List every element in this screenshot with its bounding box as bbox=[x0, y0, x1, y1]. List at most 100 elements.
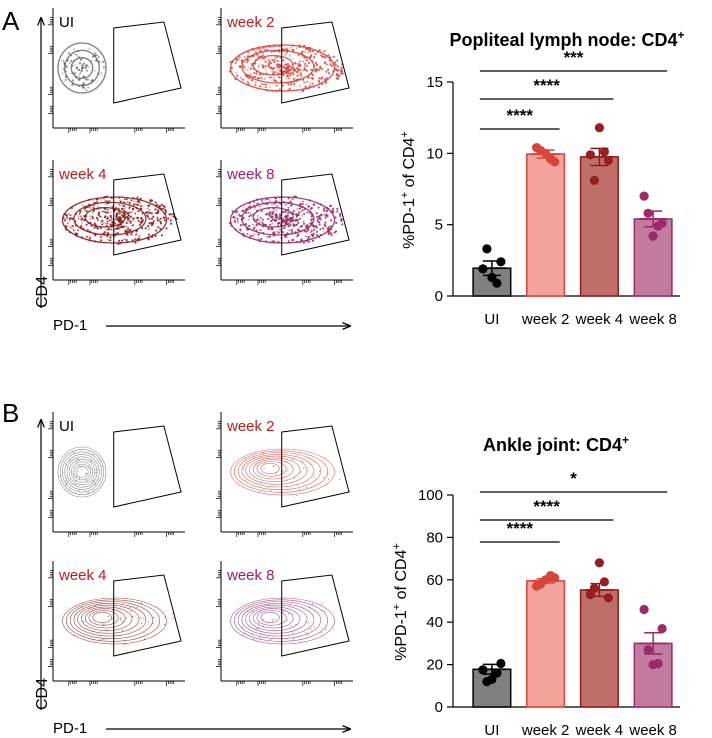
x-tick-label: week 8 bbox=[628, 311, 677, 328]
data-point bbox=[482, 677, 492, 687]
flow-event-dot bbox=[146, 215, 149, 218]
flow-plot-week2: week 2 bbox=[216, 8, 353, 133]
significance-bracket: *** bbox=[479, 48, 668, 72]
flow-event-dot bbox=[95, 216, 99, 219]
flow-event-dot bbox=[313, 475, 315, 477]
flow-event-dot bbox=[121, 629, 124, 631]
flow-event-dot bbox=[79, 465, 81, 467]
flow-event-dot bbox=[305, 230, 308, 233]
flow-event-dot bbox=[79, 210, 82, 213]
flow-event-dot bbox=[270, 490, 272, 492]
flow-event-dot bbox=[118, 212, 121, 215]
flow-event-dot bbox=[296, 494, 298, 496]
flow-event-dot bbox=[85, 472, 88, 474]
y-tick-label: 0 bbox=[435, 288, 443, 305]
flow-contour-ring bbox=[84, 608, 126, 629]
flow-event-dot bbox=[332, 55, 335, 58]
flow-event-dot bbox=[295, 213, 298, 216]
flow-event-dot bbox=[335, 73, 338, 76]
flow-event-dot bbox=[325, 629, 327, 631]
flow-event-dot bbox=[311, 82, 314, 85]
flow-event-dot bbox=[262, 619, 264, 621]
y-tick-label: 15 bbox=[426, 74, 443, 91]
flow-plot-week4: week 4 bbox=[48, 160, 185, 285]
flow-event-dot bbox=[123, 201, 126, 204]
flow-event-dot bbox=[122, 621, 124, 623]
flow-event-dot bbox=[327, 478, 330, 480]
flow-event-dot bbox=[101, 219, 104, 222]
flow-event-dot bbox=[281, 84, 284, 87]
flow-event-dot bbox=[140, 602, 143, 604]
flow-event-dot bbox=[239, 65, 242, 68]
flow-event-dot bbox=[291, 71, 294, 74]
flow-event-dot bbox=[234, 211, 237, 214]
flow-event-dot bbox=[242, 78, 245, 81]
flow-contours bbox=[229, 196, 336, 244]
pd1-gate bbox=[281, 173, 350, 256]
flow-event-dot bbox=[169, 219, 172, 222]
y-label-part: %PD-1 bbox=[393, 610, 410, 661]
flow-event-dot bbox=[129, 228, 132, 231]
flow-contours bbox=[230, 597, 335, 645]
flow-event-dot bbox=[247, 82, 250, 85]
flow-event-dot bbox=[94, 483, 96, 486]
flow-event-dot bbox=[302, 89, 305, 92]
flow-event-dot bbox=[143, 638, 145, 640]
flow-event-dot bbox=[285, 51, 288, 54]
flow-event-dot bbox=[317, 68, 320, 71]
flow-event-dot bbox=[120, 214, 124, 217]
flow-event-dot bbox=[141, 219, 144, 222]
data-point bbox=[599, 147, 610, 157]
panel-letter-a: A bbox=[2, 6, 20, 36]
flow-plot-ticks bbox=[216, 570, 343, 686]
flow-event-dot bbox=[330, 219, 333, 222]
bar-week8 bbox=[633, 218, 673, 297]
data-point bbox=[492, 668, 502, 678]
flow-event-dot bbox=[160, 234, 163, 237]
data-point bbox=[594, 123, 605, 133]
flow-panel-b: UI week 2 week 4 week 8 bbox=[41, 412, 353, 729]
flow-event-dot bbox=[162, 205, 165, 208]
flow-event-dot bbox=[79, 58, 82, 61]
pd1-gate bbox=[113, 574, 182, 657]
bar-charts-layer: Popliteal lymph node: CD4+%PD-1+ of CD4+… bbox=[391, 28, 685, 738]
y-label-part: + bbox=[391, 543, 403, 549]
bar-group-week8: week 8 bbox=[628, 191, 677, 328]
flow-event-dot bbox=[301, 202, 304, 205]
flow-event-dot bbox=[304, 85, 307, 88]
flow-event-dot bbox=[250, 62, 254, 66]
flow-event-dot bbox=[324, 224, 327, 228]
flow-contour-ring bbox=[64, 453, 100, 490]
flow-event-dot bbox=[282, 59, 285, 62]
flow-contour-ring bbox=[252, 206, 294, 228]
flow-event-dot bbox=[316, 218, 319, 221]
y-tick-label: 5 bbox=[435, 217, 443, 234]
flow-event-dot bbox=[255, 219, 258, 222]
data-point bbox=[599, 577, 610, 587]
flow-event-dot bbox=[93, 226, 96, 229]
flow-event-dot bbox=[312, 232, 315, 235]
flow-event-dot bbox=[132, 203, 135, 206]
flow-event-dot bbox=[317, 206, 320, 209]
flow-event-dot bbox=[78, 78, 81, 81]
flow-event-dot bbox=[76, 67, 79, 70]
flow-event-dot bbox=[77, 470, 79, 472]
flow-plot-label: week 2 bbox=[226, 418, 275, 435]
flow-contour-ring bbox=[245, 455, 308, 485]
flow-event-dot bbox=[147, 238, 150, 241]
flow-event-dot bbox=[118, 219, 121, 222]
flow-event-dot bbox=[245, 75, 248, 78]
flow-contour-ring bbox=[256, 461, 287, 477]
flow-contour-ring bbox=[246, 52, 305, 80]
flow-event-dot bbox=[311, 239, 315, 242]
flow-event-dot bbox=[261, 221, 264, 224]
flow-contour-ring bbox=[84, 206, 126, 228]
flow-event-dot bbox=[269, 211, 272, 214]
flow-event-dot bbox=[291, 238, 294, 242]
flow-event-dot bbox=[268, 214, 271, 217]
flow-contour-ring bbox=[260, 611, 280, 623]
y-tick-label: 20 bbox=[426, 657, 443, 674]
flow-contour-ring bbox=[237, 601, 321, 640]
flow-event-dot bbox=[118, 239, 121, 242]
flow-event-dot bbox=[250, 214, 253, 217]
